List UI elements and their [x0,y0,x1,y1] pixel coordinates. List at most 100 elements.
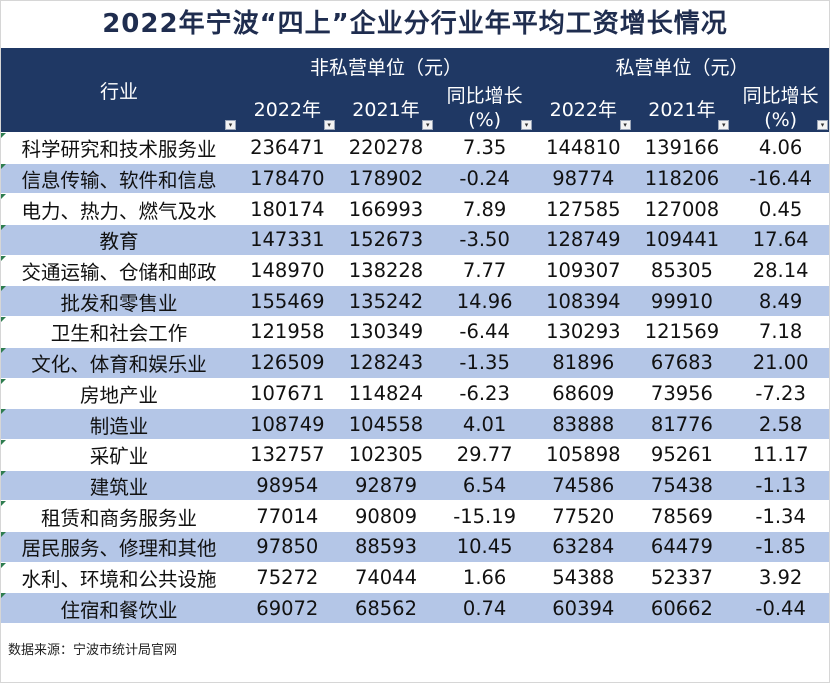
private-2021-cell: 99910 [632,285,732,317]
nonprivate-2021-cell: 92879 [336,469,436,501]
private-2022-cell: 105898 [533,438,633,471]
table-row: 水利、环境和公共设施 75272 74044 1.66 54388 52337 3.92 [0,561,830,593]
table-row: 居民服务、修理和其他 97850 88593 10.45 63284 64479 -1.85 [0,530,830,563]
header-industry-label: 行业 [99,80,138,103]
private-growth-cell: 8.49 [731,285,830,317]
nonprivate-2021-cell: 114824 [336,377,436,409]
private-2021-cell: 121569 [632,316,732,348]
private-2022-cell: 144810 [533,132,633,164]
header-nonprivate-2021: 2021年 ▾ [336,84,436,133]
nonprivate-2022-cell: 132757 [238,438,337,471]
private-growth-cell: 2.58 [731,408,830,440]
nonprivate-growth-cell: 29.77 [435,438,534,471]
private-growth-cell: 11.17 [731,438,830,471]
nonprivate-growth-cell: 7.89 [435,193,534,225]
header-label: 2021年 [648,98,716,121]
nonprivate-2022-cell: 107671 [238,377,337,409]
nonprivate-2022-cell: 97850 [238,530,337,563]
header-nonprivate-growth: 同比增长 (%) ▾ [435,84,534,133]
filter-dropdown-icon[interactable]: ▾ [619,120,631,130]
industry-cell: 科学研究和技术服务业 [0,132,238,164]
industry-cell: 批发和零售业 [0,285,238,317]
nonprivate-2021-cell: 68562 [336,592,436,623]
header-private-2022: 2022年 ▾ [533,84,633,133]
private-growth-cell: 28.14 [731,254,830,286]
filter-dropdown-icon[interactable]: ▾ [225,120,236,130]
nonprivate-growth-cell: 1.66 [435,561,534,593]
nonprivate-2022-cell: 178470 [238,162,337,194]
filter-dropdown-icon[interactable]: ▾ [817,120,828,130]
table-row: 教育 147331 152673 -3.50 128749 109441 17.64 [0,224,830,256]
nonprivate-growth-cell: -15.19 [435,500,534,532]
table-row: 批发和零售业 155469 135242 14.96 108394 99910 8.49 [0,285,830,317]
private-2022-cell: 83888 [533,408,633,440]
nonprivate-2021-cell: 152673 [336,224,436,256]
table-row: 租赁和商务服务业 77014 90809 -15.19 77520 78569 -1.34 [0,500,830,532]
private-2021-cell: 67683 [632,346,732,378]
nonprivate-growth-cell: 7.35 [435,132,534,164]
private-2022-cell: 130293 [533,316,633,348]
nonprivate-growth-cell: -6.44 [435,316,534,348]
private-2022-cell: 98774 [533,162,633,194]
table-row: 科学研究和技术服务业 236471 220278 7.35 144810 139166 4.… [0,132,830,164]
filter-dropdown-icon[interactable]: ▾ [718,120,730,130]
filter-dropdown-icon[interactable]: ▾ [422,120,434,130]
nonprivate-growth-cell: 0.74 [435,592,534,623]
page-title: 2022年宁波“四上”企业分行业年平均工资增长情况 [102,9,728,39]
filter-dropdown-icon[interactable]: ▾ [323,120,335,130]
nonprivate-2021-cell: 166993 [336,193,436,225]
nonprivate-2022-cell: 148970 [238,254,337,286]
private-growth-cell: -0.44 [731,592,830,623]
private-2022-cell: 74586 [533,469,633,501]
private-growth-cell: 3.92 [731,561,830,593]
private-2021-cell: 81776 [632,408,732,440]
private-2021-cell: 60662 [632,592,732,623]
header-group-nonprivate: 非私营单位（元） [238,48,534,84]
private-2022-cell: 109307 [533,254,633,286]
private-2021-cell: 118206 [632,162,732,194]
nonprivate-growth-cell: 10.45 [435,530,534,563]
header-label: 2022年 [549,98,617,121]
industry-cell: 交通运输、仓储和邮政 [0,254,238,286]
nonprivate-2021-cell: 135242 [336,285,436,317]
industry-cell: 信息传输、软件和信息 [0,162,238,194]
private-growth-cell: 17.64 [731,224,830,256]
header-label: 2021年 [352,98,420,121]
nonprivate-2022-cell: 180174 [238,193,337,225]
industry-cell: 卫生和社会工作 [0,316,238,348]
nonprivate-2022-cell: 147331 [238,224,337,256]
table-row: 房地产业 107671 114824 -6.23 68609 73956 -7.23 [0,377,830,409]
header-unit: (%) [764,109,798,131]
table-row: 卫生和社会工作 121958 130349 -6.44 130293 121569 7.18 [0,316,830,348]
nonprivate-growth-cell: -3.50 [435,224,534,256]
table-row: 电力、热力、燃气及水 180174 166993 7.89 127585 127008 0.… [0,193,830,225]
private-2021-cell: 95261 [632,438,732,471]
table-row: 住宿和餐饮业 69072 68562 0.74 60394 60662 -0.44 [0,592,830,623]
table-row: 制造业 108749 104558 4.01 83888 81776 2.58 [0,408,830,440]
private-2022-cell: 54388 [533,561,633,593]
nonprivate-2022-cell: 75272 [238,561,337,593]
nonprivate-2021-cell: 104558 [336,408,436,440]
private-growth-cell: -16.44 [731,162,830,194]
private-growth-cell: 21.00 [731,346,830,378]
private-growth-cell: -7.23 [731,377,830,409]
table-body: 科学研究和技术服务业 236471 220278 7.35 144810 139166 4.… [0,132,830,623]
filter-dropdown-icon[interactable]: ▾ [520,120,532,130]
nonprivate-growth-cell: -1.35 [435,346,534,378]
nonprivate-growth-cell: 6.54 [435,469,534,501]
nonprivate-2021-cell: 178902 [336,162,436,194]
nonprivate-2021-cell: 128243 [336,346,436,378]
private-2022-cell: 68609 [533,377,633,409]
nonprivate-2022-cell: 236471 [238,132,337,164]
wage-table: 行业 ▾ 非私营单位（元） 私营单位（元） 2022年 ▾ 2021年 ▾ 同比… [0,48,830,623]
table-row: 交通运输、仓储和邮政 148970 138228 7.77 109307 85305 28.… [0,254,830,286]
table-row: 信息传输、软件和信息 178470 178902 -0.24 98774 118206 -1… [0,162,830,194]
industry-cell: 教育 [0,224,238,256]
industry-cell: 住宿和餐饮业 [0,592,238,623]
nonprivate-2022-cell: 98954 [238,469,337,501]
nonprivate-2022-cell: 69072 [238,592,337,623]
nonprivate-2021-cell: 220278 [336,132,436,164]
table-row: 建筑业 98954 92879 6.54 74586 75438 -1.13 [0,469,830,501]
private-2022-cell: 81896 [533,346,633,378]
